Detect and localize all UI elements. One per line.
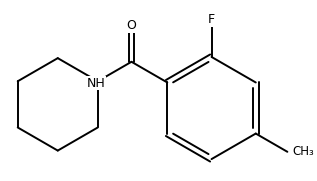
Text: NH: NH xyxy=(87,77,105,90)
Text: F: F xyxy=(208,13,215,26)
Text: CH₃: CH₃ xyxy=(292,145,314,158)
Text: O: O xyxy=(126,19,136,32)
